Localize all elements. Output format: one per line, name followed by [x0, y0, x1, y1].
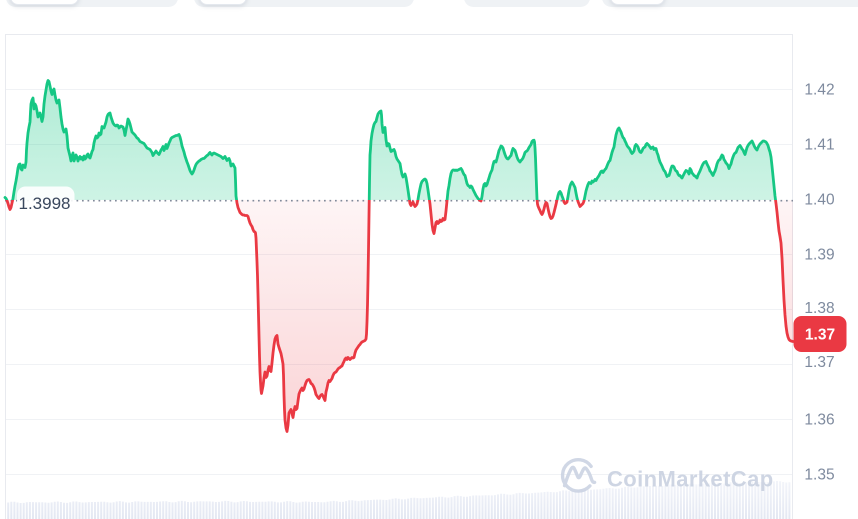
svg-text:CoinMarketCap: CoinMarketCap [607, 467, 774, 492]
svg-text:1.37: 1.37 [804, 354, 834, 371]
svg-text:1.38: 1.38 [804, 300, 834, 317]
svg-text:1.37: 1.37 [805, 327, 835, 344]
svg-text:1.3998: 1.3998 [19, 194, 71, 213]
svg-text:1.42: 1.42 [804, 82, 834, 99]
svg-text:1.41: 1.41 [804, 137, 834, 154]
svg-text:1.36: 1.36 [804, 412, 834, 429]
svg-text:1.39: 1.39 [804, 247, 834, 264]
svg-text:1.35: 1.35 [804, 467, 834, 484]
svg-text:1.40: 1.40 [804, 192, 835, 209]
